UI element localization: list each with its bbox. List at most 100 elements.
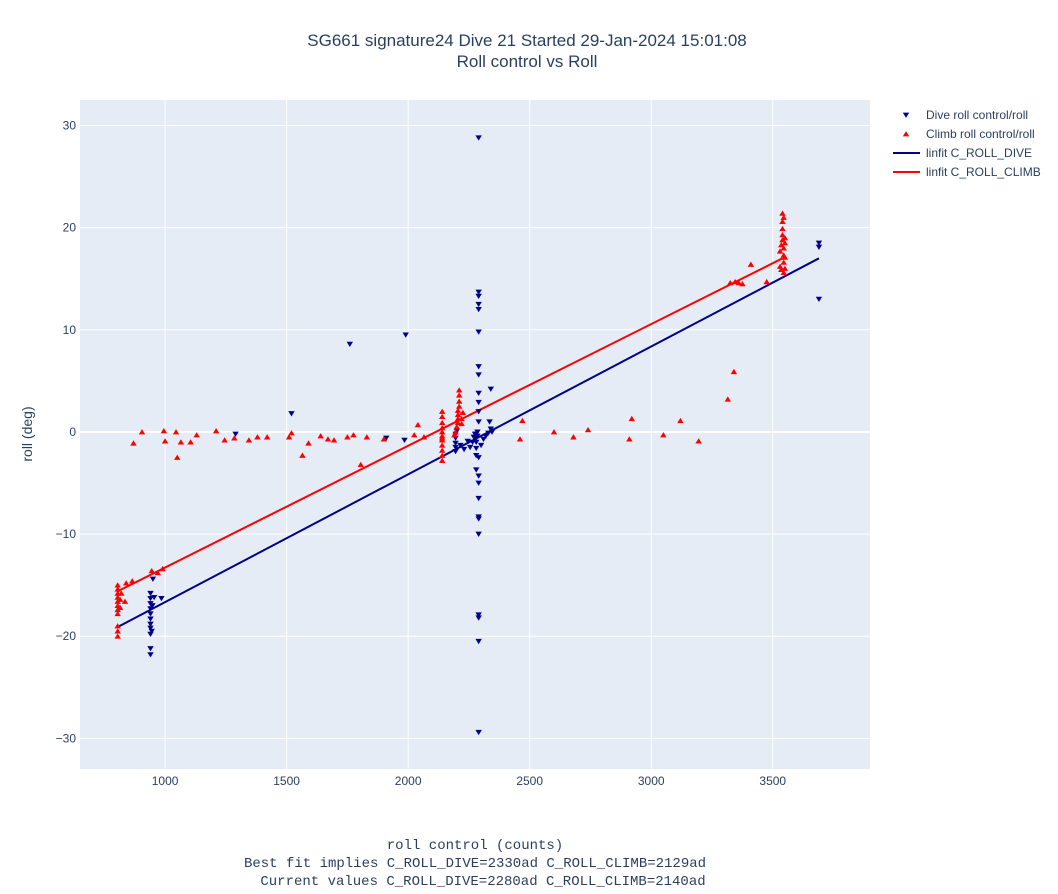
- climb-point: [438, 419, 446, 426]
- climb-point: [519, 417, 526, 424]
- climb-point: [776, 248, 784, 254]
- dive-point: [475, 390, 482, 397]
- x-tick-label: 1500: [273, 774, 300, 788]
- climb-point: [731, 278, 739, 285]
- climb-point: [454, 411, 462, 417]
- climb-point: [245, 437, 253, 443]
- dive-point: [815, 240, 823, 246]
- dive-point: [485, 430, 492, 436]
- climb-point: [735, 279, 742, 286]
- dive-point: [452, 448, 459, 455]
- dive-point: [402, 332, 409, 338]
- dive-point: [460, 446, 468, 453]
- climb-point: [114, 623, 121, 629]
- dive-point: [158, 596, 165, 602]
- climb-point: [438, 408, 446, 414]
- climb-point: [129, 578, 136, 584]
- climb-point: [212, 428, 220, 434]
- climb-point: [438, 424, 446, 431]
- climb-point: [221, 437, 228, 443]
- dive-point: [147, 611, 154, 617]
- dive-point: [346, 341, 354, 347]
- climb-point: [451, 432, 458, 438]
- dive-point: [473, 439, 480, 446]
- climb-point: [781, 240, 789, 246]
- legend-label: Dive roll control/roll: [926, 108, 1028, 122]
- dive-point: [147, 646, 154, 652]
- climb-point: [130, 440, 137, 446]
- climb-point: [453, 423, 460, 430]
- climb-point: [357, 461, 364, 468]
- dive-point: [475, 480, 482, 486]
- dive-point: [149, 576, 157, 582]
- climb-point: [660, 432, 667, 438]
- climb-point: [458, 420, 465, 427]
- climb-point: [187, 439, 194, 445]
- climb-fit-line: [117, 257, 783, 593]
- dive-point: [475, 516, 482, 522]
- climb-point: [763, 278, 770, 285]
- y-axis-label: roll (deg): [19, 406, 35, 461]
- climb-point: [114, 582, 121, 588]
- climb-point: [172, 429, 180, 435]
- dive-point: [475, 455, 482, 461]
- climb-point: [438, 452, 446, 458]
- plot-series: [114, 135, 823, 736]
- y-tick-label: 10: [63, 323, 77, 337]
- climb-point: [458, 415, 465, 422]
- dive-point: [147, 621, 154, 627]
- climb-point: [350, 432, 357, 438]
- climb-point: [154, 570, 161, 576]
- x-tick-labels: 1000 1500 2000 2500 3000 3500: [152, 774, 787, 788]
- climb-point: [438, 447, 446, 453]
- climb-point: [779, 218, 786, 224]
- climb-point: [305, 440, 312, 446]
- climb-point: [174, 454, 181, 460]
- dive-point: [475, 399, 482, 406]
- dive-point: [473, 467, 480, 473]
- dive-point: [474, 433, 481, 439]
- climb-point: [724, 396, 731, 402]
- climb-point: [344, 434, 351, 440]
- climb-point: [193, 432, 200, 438]
- dive-point: [486, 419, 493, 425]
- legend-label: Climb roll control/roll: [926, 127, 1035, 141]
- dive-point: [815, 244, 823, 250]
- climb-point: [411, 432, 418, 438]
- chart-title: SG661 signature24 Dive 21 Started 29-Jan…: [307, 31, 746, 50]
- climb-point: [138, 429, 146, 435]
- climb-point: [438, 442, 446, 448]
- dive-point: [487, 386, 494, 392]
- dive-point: [475, 612, 482, 618]
- dive-point: [150, 595, 158, 601]
- climb-point: [730, 368, 738, 375]
- dive-point: [487, 426, 494, 432]
- climb-point: [116, 604, 124, 611]
- climb-point: [570, 434, 577, 440]
- climb-point: [779, 210, 786, 216]
- y-tick-label: −20: [56, 629, 77, 643]
- climb-point: [438, 413, 446, 420]
- climb-point: [695, 438, 702, 444]
- dive-point: [475, 372, 482, 378]
- dive-point: [475, 419, 482, 425]
- x-tick-label: 1000: [152, 774, 179, 788]
- dive-point: [475, 293, 482, 299]
- dive-point: [288, 411, 295, 417]
- dive-point: [488, 429, 496, 435]
- dive-point: [815, 296, 823, 303]
- dive-point: [464, 438, 471, 445]
- dive-point: [475, 615, 482, 621]
- dive-point: [148, 628, 155, 634]
- climb-point: [454, 407, 462, 413]
- climb-point: [254, 434, 261, 440]
- y-tick-labels: −30 −20 −10 0 10 20 30: [56, 119, 77, 746]
- climb-point: [177, 439, 185, 445]
- climb-point: [456, 403, 463, 409]
- climb-point: [118, 590, 125, 596]
- y-tick-label: −10: [56, 527, 77, 541]
- dive-point: [475, 495, 482, 502]
- climb-point: [781, 235, 789, 241]
- climb-point: [285, 434, 293, 440]
